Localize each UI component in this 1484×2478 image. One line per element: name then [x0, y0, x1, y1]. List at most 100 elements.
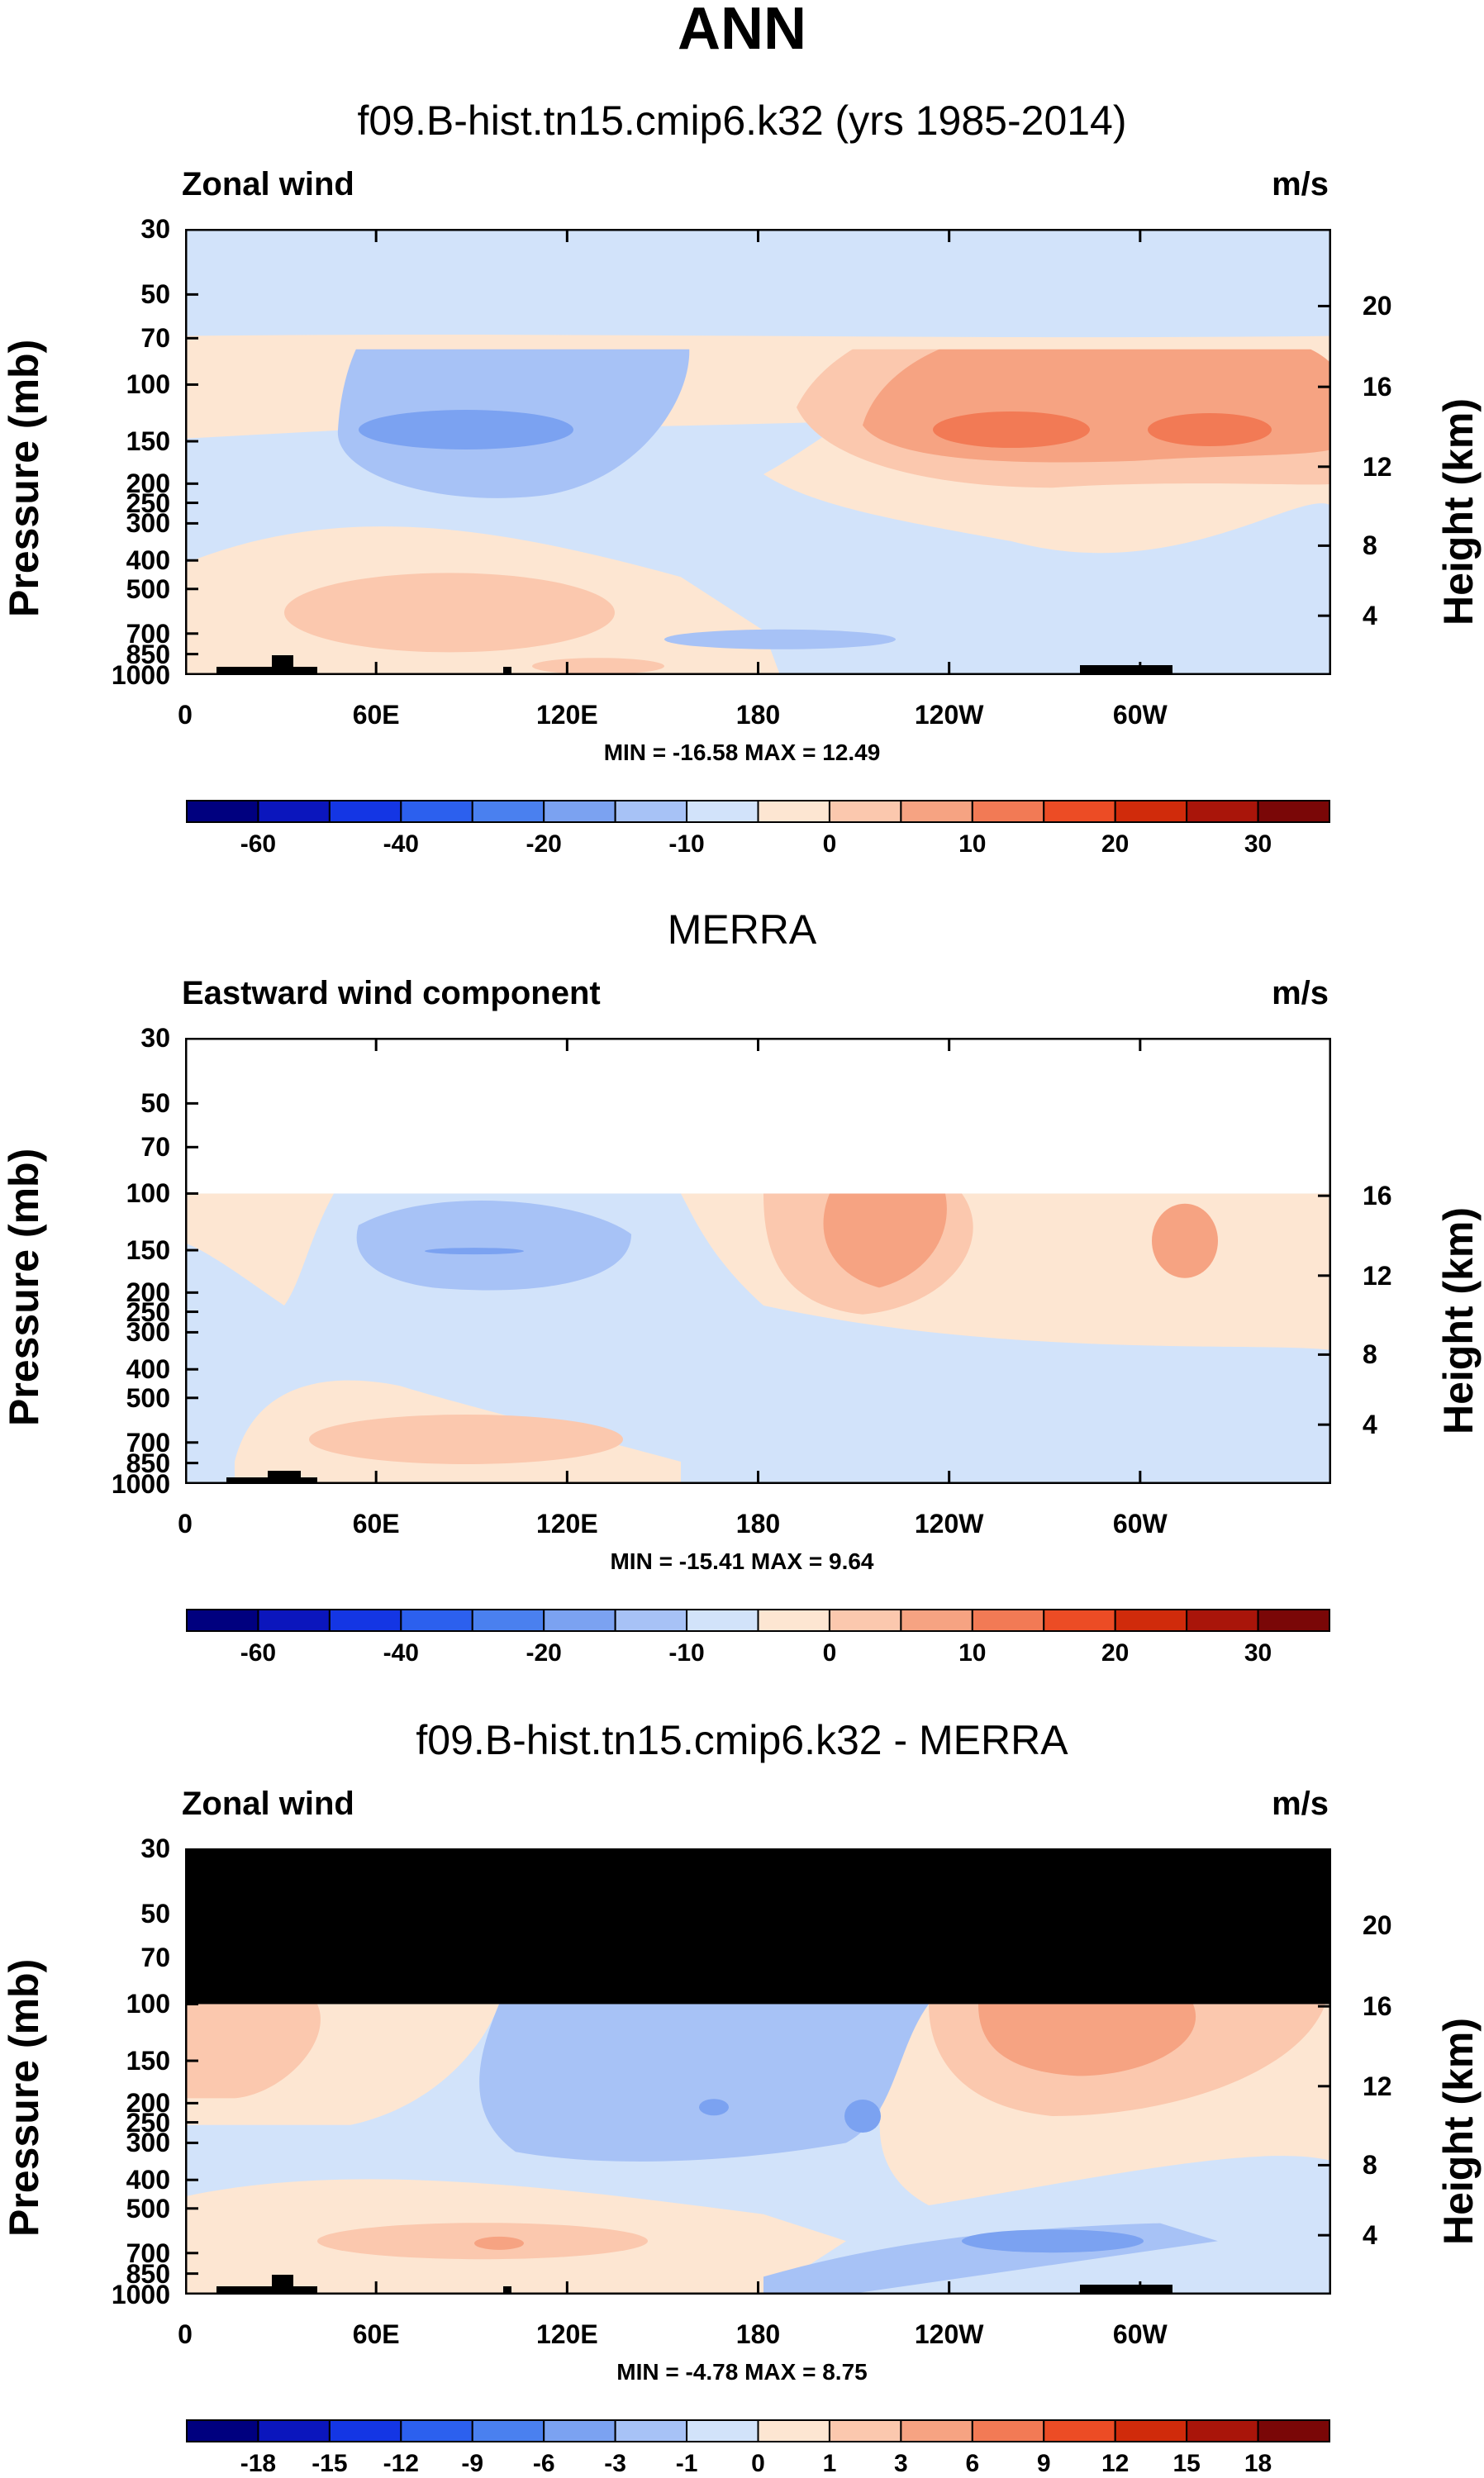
colorbar-label: -12: [383, 2450, 419, 2477]
topography-africa: [216, 2286, 317, 2295]
colorbar-swatch: [1257, 800, 1330, 823]
x-tick-label: 120W: [914, 2319, 984, 2349]
x-tick-label: 60W: [1112, 700, 1168, 730]
contour-surface-blob: [532, 658, 664, 675]
y-tick-label: 150: [126, 1235, 170, 1266]
y-tick-label: 850: [126, 1448, 170, 1478]
contour-jet-max-west: [933, 411, 1090, 448]
variable-label: Eastward wind component: [182, 975, 601, 1011]
colorbar-swatch: [257, 1609, 331, 1632]
y-tick-label: 500: [126, 1382, 170, 1413]
colorbar-label: 0: [822, 1639, 837, 1667]
colorbar-swatch: [900, 2419, 973, 2442]
y-tick-label: 700: [126, 1427, 170, 1458]
colorbar-label: 6: [965, 2450, 980, 2477]
colorbar-swatch: [1186, 1609, 1259, 1632]
x-tick-label: 120W: [914, 700, 984, 730]
height-tick-label: 20: [1363, 291, 1392, 321]
y-tick-label: 300: [126, 508, 170, 539]
colorbar-swatch: [686, 800, 759, 823]
colorbar-label: 1: [822, 2450, 837, 2477]
x-tick-label: 60E: [352, 1509, 400, 1539]
contour-lower-westerly: [284, 573, 615, 653]
variable-label: Zonal wind: [182, 166, 354, 202]
colorbar-swatch: [1257, 1609, 1330, 1632]
x-tick-label: 120E: [535, 700, 598, 730]
units-label: m/s: [1272, 1786, 1329, 1822]
y-tick-label: 70: [140, 1132, 170, 1163]
x-tick-label: 120E: [535, 2319, 598, 2349]
x-tick-label: 180: [735, 2319, 781, 2349]
colorbar-swatch: [828, 800, 902, 823]
variable-label: Zonal wind: [182, 1786, 354, 1822]
colorbar: [186, 800, 1330, 823]
y-tick-label: 700: [126, 618, 170, 649]
right-axis-title: Height (km): [1435, 1207, 1482, 1434]
field-strat-easterly: [185, 229, 1331, 345]
x-tick-label: 120W: [914, 1509, 984, 1539]
colorbar-label: 9: [1036, 2450, 1051, 2477]
colorbar-label: -6: [532, 2450, 555, 2477]
height-tick-label: 8: [1363, 530, 1377, 561]
colorbar: [186, 2419, 1330, 2442]
field-missing-strat: [185, 1848, 1331, 2005]
colorbar-label: 10: [958, 1639, 987, 1667]
height-tick-label: 16: [1363, 372, 1392, 402]
contour-jet-east-outer: [1011, 1193, 1292, 1297]
colorbar-label: 30: [1244, 830, 1272, 858]
colorbar-swatch: [971, 800, 1045, 823]
colorbar-swatch: [900, 1609, 973, 1632]
height-tick-label: 12: [1363, 1260, 1392, 1291]
colorbar-swatch: [186, 1609, 259, 1632]
colorbar-label: -9: [461, 2450, 484, 2477]
contour-surface-easterly-core: [962, 2229, 1144, 2253]
colorbar-swatch: [614, 800, 688, 823]
y-tick-label: 70: [140, 323, 170, 354]
y-tick-label: 70: [140, 1943, 170, 1973]
y-tick-label: 300: [126, 1317, 170, 1348]
colorbar-label: -60: [240, 1639, 277, 1667]
colorbar-swatch: [471, 800, 545, 823]
panel-title: MERRA: [667, 906, 817, 953]
colorbar-swatch: [686, 2419, 759, 2442]
colorbar-label: 12: [1101, 2450, 1130, 2477]
colorbar-swatch: [614, 1609, 688, 1632]
colorbar-swatch: [257, 800, 331, 823]
colorbar-label: 3: [894, 2450, 908, 2477]
colorbar-swatch: [543, 800, 616, 823]
colorbar-label: -40: [383, 830, 419, 858]
colorbar-swatch: [757, 800, 830, 823]
colorbar-label: 20: [1101, 830, 1130, 858]
x-tick-label: 0: [178, 2319, 193, 2349]
y-tick-label: 250: [126, 2107, 170, 2138]
colorbar-swatch: [186, 2419, 259, 2442]
colorbar-swatch: [400, 800, 473, 823]
y-tick-label: 400: [126, 2165, 170, 2195]
colorbar-label: -60: [240, 830, 277, 858]
colorbar-swatch: [543, 2419, 616, 2442]
topography-peak: [272, 655, 293, 675]
y-tick-label: 30: [140, 214, 170, 244]
height-tick-label: 4: [1363, 2220, 1377, 2251]
x-tick-label: 0: [178, 1509, 193, 1539]
colorbar-label: -15: [312, 2450, 348, 2477]
y-tick-label: 100: [126, 1989, 170, 2019]
topography-andes: [1080, 2285, 1172, 2295]
y-tick-label: 1000: [111, 660, 170, 690]
y-tick-label: 250: [126, 1296, 170, 1327]
y-tick-label: 200: [126, 2088, 170, 2119]
y-tick-label: 30: [140, 1834, 170, 1863]
topography-small: [503, 2286, 511, 2295]
x-tick-label: 60E: [352, 700, 400, 730]
contour-central-negative: [479, 2004, 929, 2162]
colorbar-swatch: [328, 1609, 402, 1632]
contour-west-strong: [185, 2004, 321, 2099]
topography-small: [503, 667, 511, 675]
colorbar-swatch: [971, 2419, 1045, 2442]
topography-andes: [1080, 665, 1172, 675]
units-label: m/s: [1272, 975, 1329, 1011]
contour-surface-easterly: [664, 629, 896, 649]
colorbar-label: 0: [822, 830, 837, 858]
min-max-label: MIN = -4.78 MAX = 8.75: [616, 2359, 868, 2385]
contour-plot: [185, 229, 1331, 675]
